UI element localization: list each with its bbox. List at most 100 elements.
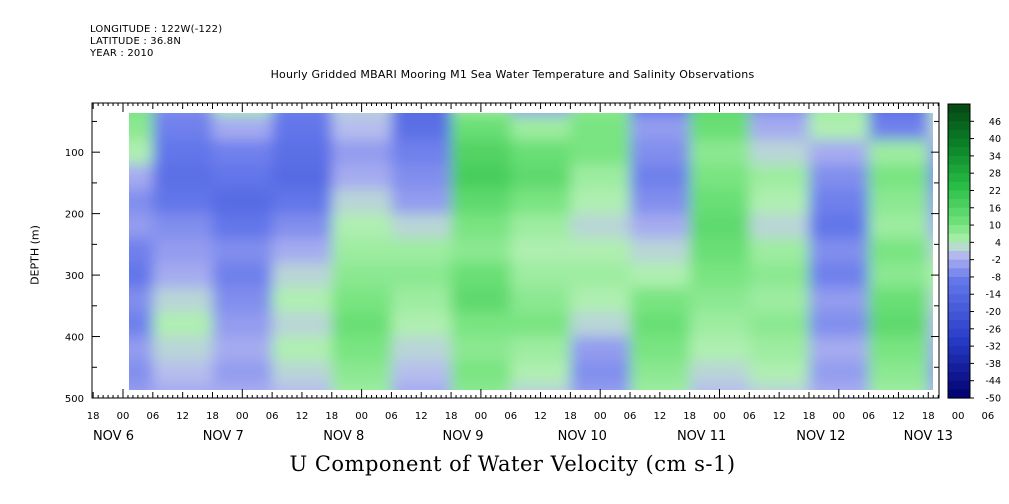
heatmap-cell [749, 382, 810, 390]
colorbar-segment [948, 129, 970, 140]
heatmap-cell [928, 113, 933, 117]
year-label: YEAR : 2010 [90, 48, 154, 59]
y-tick-label: 100 [65, 148, 84, 159]
heatmap-cell [272, 336, 333, 363]
heatmap-cell [451, 336, 512, 363]
colorbar-segment [948, 190, 970, 200]
heatmap-cell [451, 139, 512, 166]
y-tick-label: 500 [65, 394, 84, 405]
heatmap-cell [391, 164, 452, 191]
x-hour-label: 00 [475, 411, 488, 422]
heatmap-cell [868, 213, 930, 240]
heatmap-cell [152, 189, 214, 215]
colorbar-label: -14 [985, 290, 1001, 301]
colorbar-segment [948, 199, 970, 209]
heatmap-cell [928, 189, 933, 215]
colorbar-segment [948, 337, 970, 347]
heatmap-cell [510, 336, 572, 363]
heatmap-cell [809, 262, 870, 289]
heatmap-cell [331, 113, 393, 117]
heatmap-cell [152, 382, 214, 390]
heatmap-cell [809, 113, 870, 117]
heatmap-cell [749, 238, 810, 264]
heatmap-cell [451, 115, 512, 141]
heatmap-cell [868, 139, 930, 166]
colorbar-frame [947, 103, 971, 399]
x-hour-label: 12 [892, 411, 905, 422]
colorbar-segment [948, 181, 970, 192]
x-hour-label: 18 [325, 411, 338, 422]
heatmap-cell [928, 213, 933, 240]
heatmap-cell [212, 139, 274, 166]
heatmap-cell [451, 312, 512, 338]
colorbar-segment [948, 164, 970, 174]
heatmap-cell [272, 213, 333, 240]
heatmap-cell [689, 382, 751, 390]
heatmap-cell [212, 164, 274, 191]
colorbar-segment [948, 207, 970, 218]
heatmap-cell [129, 164, 154, 191]
colorbar-segment [948, 251, 970, 261]
heatmap-cell [152, 262, 214, 289]
heatmap-cell [630, 115, 691, 141]
x-day-label: NOV 6 [93, 429, 134, 444]
x-hour-label: 06 [504, 411, 517, 422]
x-day-label: NOV 13 [904, 429, 953, 444]
heatmap-cell [868, 164, 930, 191]
colorbar-segment [948, 216, 970, 226]
colorbar-segment [948, 372, 970, 382]
x-hour-label: 18 [206, 411, 219, 422]
heatmap-cell [129, 262, 154, 289]
colorbar-segment [948, 328, 970, 339]
colorbar-segment [948, 233, 970, 243]
heatmap-cell [570, 189, 631, 215]
heatmap-cell [988, 85, 1009, 117]
x-hour-label: 18 [445, 411, 458, 422]
heatmap-cell [809, 115, 870, 141]
heatmap-cell [129, 361, 154, 384]
metadata-block: LONGITUDE : 122W(-122) LATITUDE : 36.8N … [90, 24, 222, 60]
heatmap-cell [928, 336, 933, 363]
heatmap-cell [868, 287, 930, 313]
x-hour-label: 18 [683, 411, 696, 422]
y-tick-label: 400 [65, 333, 84, 344]
heatmap-cell [570, 115, 631, 141]
heatmap-cell [212, 115, 274, 141]
colorbar-segment [948, 121, 970, 131]
heatmap-cell [749, 164, 810, 191]
heatmap-cell [331, 361, 393, 384]
heatmap-cell [510, 164, 572, 191]
x-hour-label: 12 [296, 411, 309, 422]
heatmap-cell [331, 382, 393, 390]
x-day-label: NOV 10 [558, 429, 607, 444]
heatmap-cell [391, 115, 452, 141]
heatmap-cell [129, 336, 154, 363]
heatmap-cell [129, 287, 154, 313]
heatmap-cell [689, 336, 751, 363]
heatmap-cell [630, 189, 691, 215]
colorbar-label: 10 [989, 221, 1001, 232]
heatmap-cell [570, 262, 631, 289]
heatmap-cell [928, 164, 933, 191]
heatmap-cell [272, 139, 333, 166]
colorbar-segment [948, 155, 970, 166]
velocity-field [129, 85, 1009, 390]
heatmap-cell [570, 312, 631, 338]
colorbar-label: -38 [985, 359, 1001, 370]
heatmap-cell [212, 262, 274, 289]
colorbar-segment [948, 225, 970, 235]
heatmap-cell [129, 189, 154, 215]
heatmap-cell [451, 113, 512, 117]
heatmap-cell [809, 287, 870, 313]
heatmap-cell [272, 262, 333, 289]
heatmap-cell [129, 238, 154, 264]
heatmap-cell [391, 382, 452, 390]
heatmap-cell [928, 262, 933, 289]
heatmap-cell [928, 115, 933, 141]
heatmap-cell [272, 382, 333, 390]
heatmap-cell [689, 312, 751, 338]
heatmap-cell [749, 262, 810, 289]
heatmap-cell [391, 312, 452, 338]
heatmap-cell [868, 382, 930, 390]
